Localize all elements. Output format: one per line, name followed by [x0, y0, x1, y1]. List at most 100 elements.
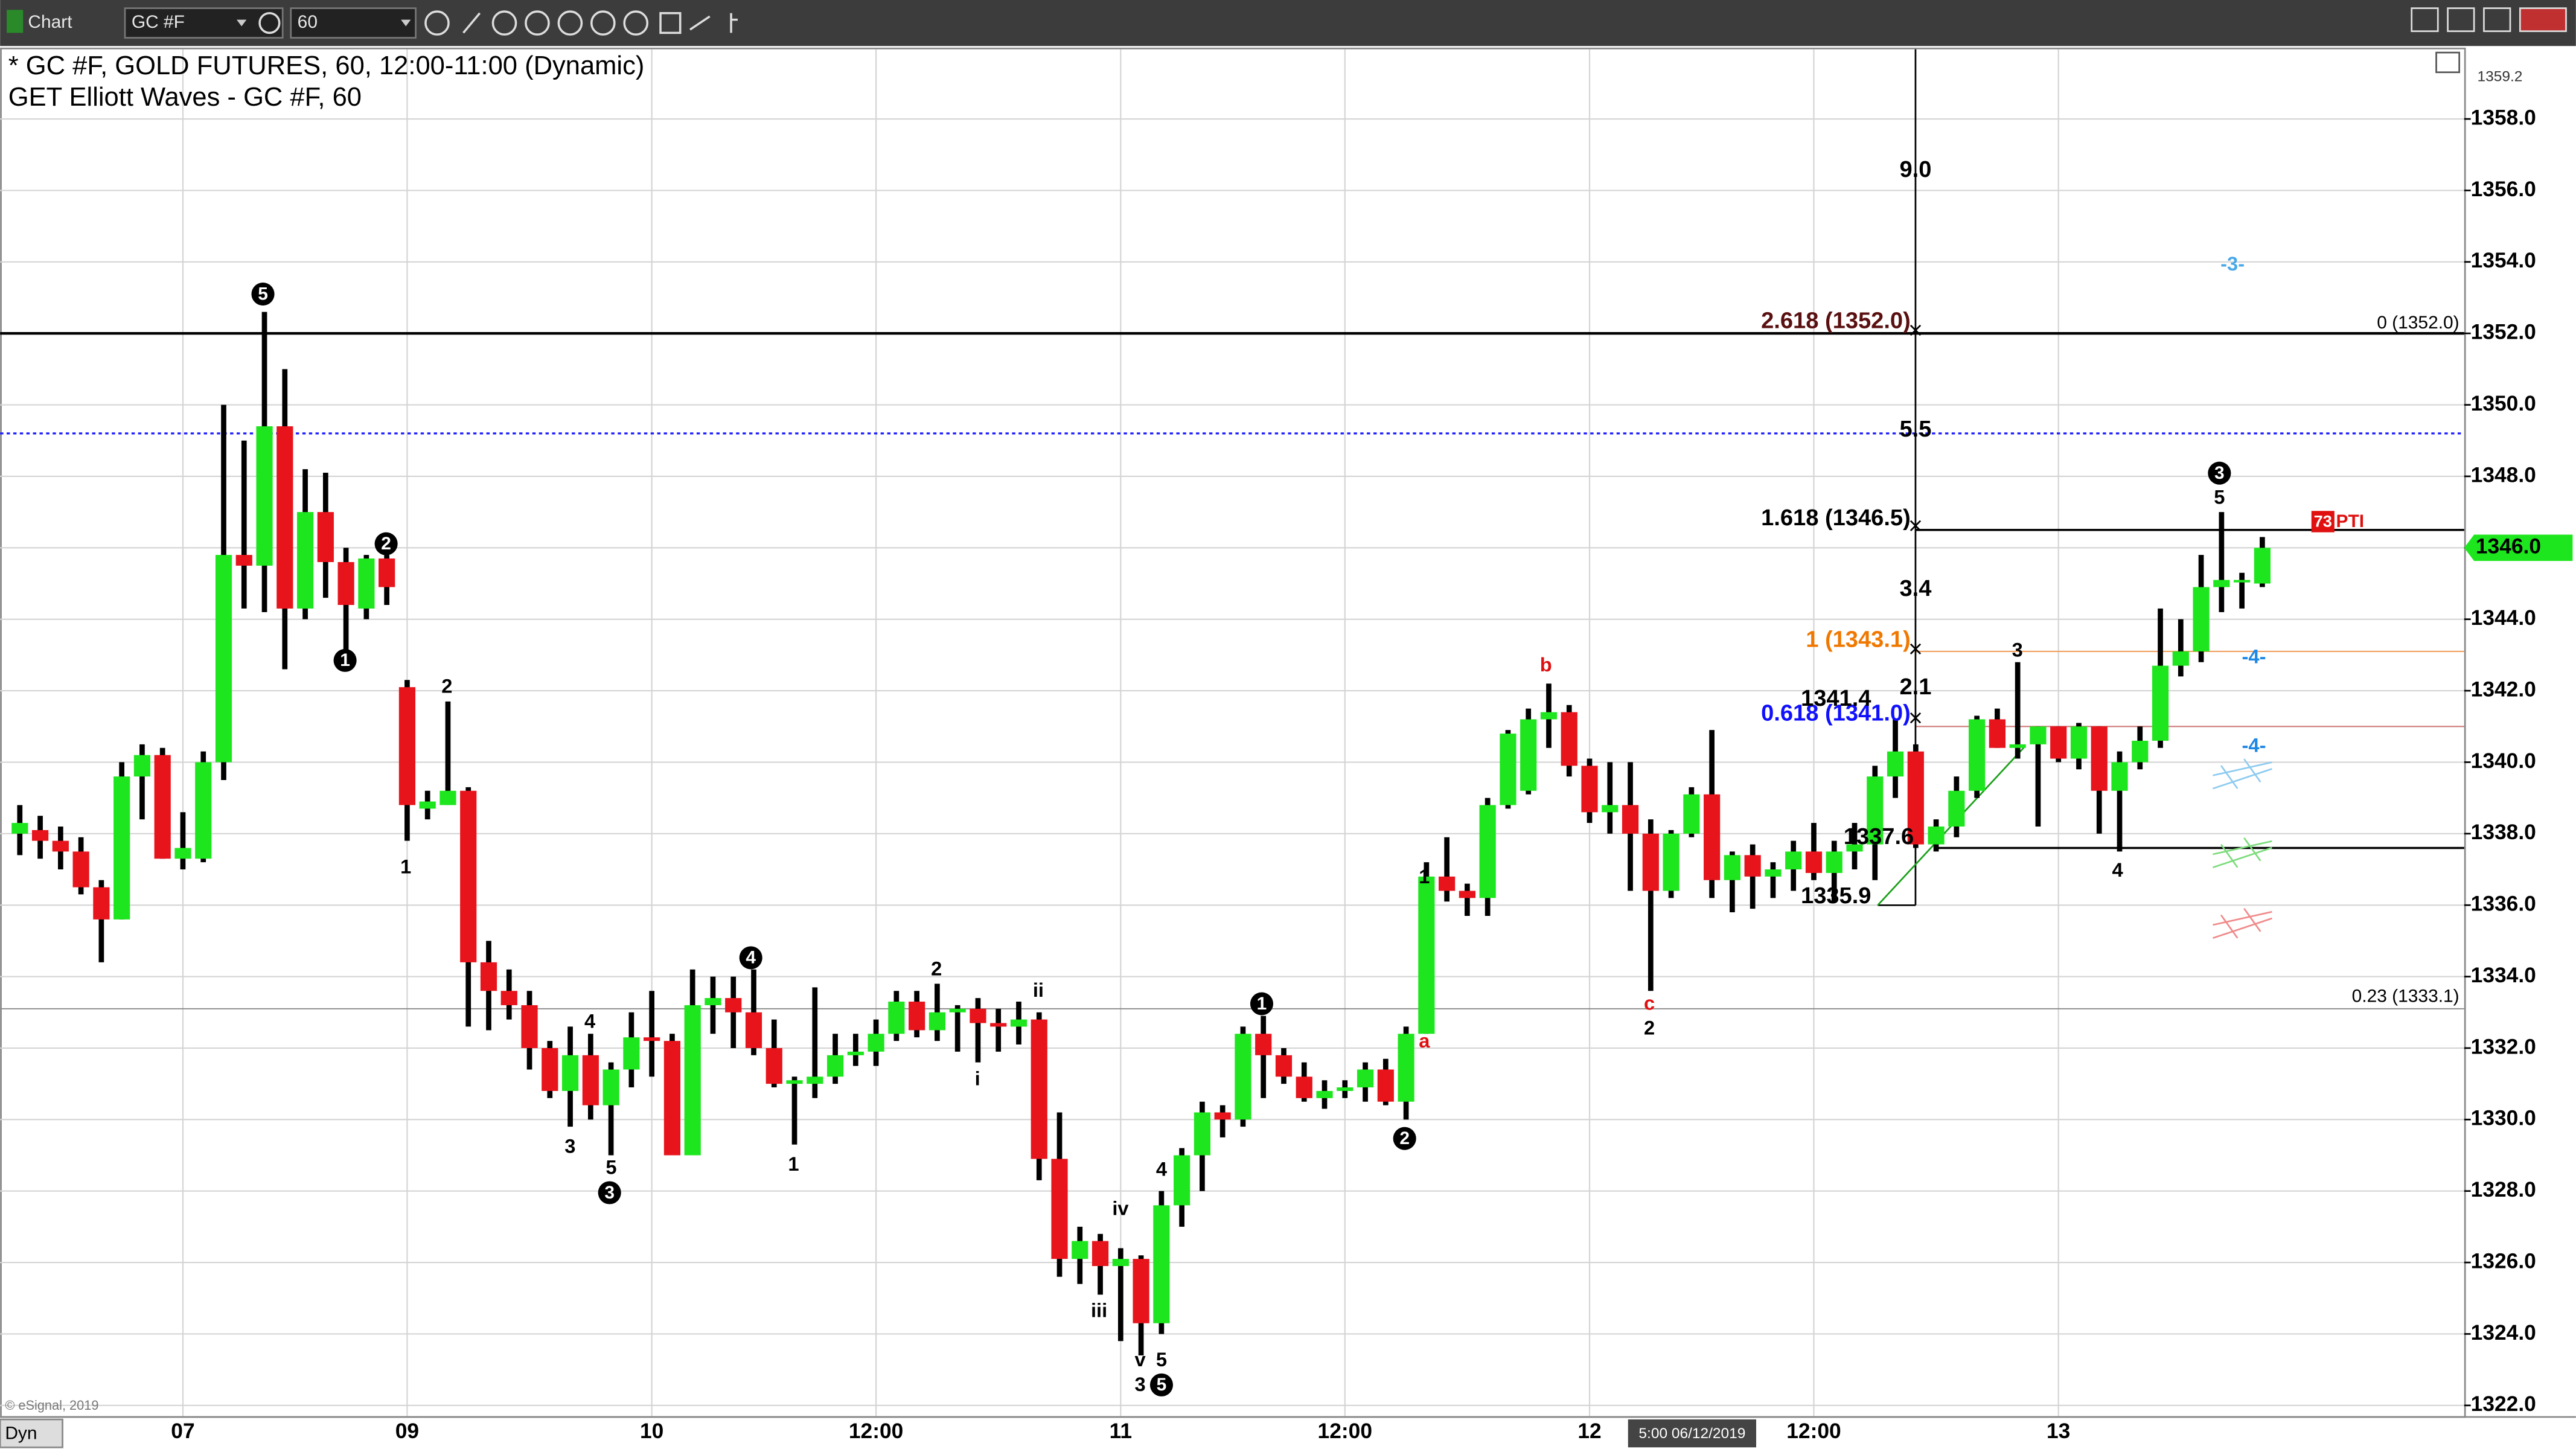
- candle-body: [786, 1080, 803, 1084]
- wave-label: iv: [1112, 1197, 1129, 1220]
- wave-label: 2: [381, 534, 391, 554]
- candle-body: [439, 790, 456, 805]
- candle-body: [215, 555, 232, 763]
- candle-body: [888, 1001, 905, 1034]
- symbol-box[interactable]: [124, 7, 284, 39]
- candle-body: [1479, 805, 1496, 898]
- wave-label: 1: [340, 650, 350, 670]
- x-tick-label: 12:00: [1786, 1419, 1841, 1443]
- candle-body: [1316, 1090, 1333, 1098]
- candle-body: [379, 558, 395, 587]
- candle-body: [868, 1034, 884, 1052]
- wave-label: 4: [746, 948, 756, 968]
- wave-label: ii: [1033, 979, 1044, 1001]
- candle-body: [521, 1005, 538, 1048]
- candle-body: [2030, 726, 2047, 744]
- fib-label: 9.0: [1899, 157, 1931, 182]
- candle-body: [1663, 833, 1680, 891]
- y-tick-label: 1330.0: [2471, 1107, 2536, 1130]
- candle-body: [1072, 1241, 1088, 1259]
- copyright: © eSignal, 2019: [5, 1398, 98, 1413]
- fib-label: 1341.4: [1801, 686, 1871, 711]
- wave-circle: [1149, 1373, 1174, 1396]
- candle-body: [419, 801, 436, 809]
- restore-icon[interactable]: [2435, 51, 2460, 74]
- candle-body: [195, 762, 212, 859]
- symbol[interactable]: GC #F: [132, 12, 185, 32]
- window-buttons[interactable]: [2411, 7, 2567, 33]
- candle-body: [1500, 734, 1517, 805]
- x-tick-label: 12: [1577, 1419, 1601, 1443]
- axis-top-value: 1359.2: [2478, 68, 2523, 85]
- y-tick-label: 1344.0: [2471, 606, 2536, 630]
- mode[interactable]: Dyn: [5, 1423, 37, 1443]
- wave-label: 5: [1157, 1375, 1167, 1395]
- candle-body: [93, 887, 110, 920]
- candle-body: [256, 426, 273, 566]
- candle-body: [1805, 851, 1823, 873]
- candle-body: [2050, 726, 2067, 759]
- dropdown[interactable]: [237, 19, 247, 27]
- candle-body: [1622, 805, 1639, 834]
- candle-body: [500, 991, 517, 1005]
- candle-body: [1174, 1155, 1191, 1206]
- candle-body: [1785, 851, 1802, 869]
- interval-box[interactable]: [290, 7, 417, 39]
- wave-circle: [374, 532, 398, 555]
- fib-label: 1337.6: [1844, 824, 1914, 849]
- candle-body: [1846, 844, 1863, 852]
- candle-body: [1357, 1069, 1374, 1088]
- fib-label: 1335.9: [1801, 883, 1871, 909]
- wave-label: 5: [2214, 485, 2225, 508]
- candle-body: [1194, 1112, 1211, 1156]
- candle-body: [1275, 1055, 1293, 1077]
- candle-body: [1398, 1034, 1414, 1102]
- candle-body: [337, 561, 354, 606]
- mode-box[interactable]: [0, 1418, 63, 1448]
- wave-label: iii: [1091, 1299, 1107, 1321]
- candle-body: [52, 840, 69, 852]
- y-tick-label: 1354.0: [2471, 249, 2536, 272]
- candle-body: [1540, 712, 1558, 720]
- candle-body: [725, 998, 742, 1012]
- wave-label: c: [1644, 992, 1655, 1014]
- candle-body: [542, 1048, 558, 1091]
- candle-body: [1091, 1241, 1109, 1266]
- wave-label: b: [1540, 653, 1552, 676]
- candle-body: [663, 1041, 681, 1156]
- candle-body: [1439, 876, 1456, 891]
- fib-cross: [1910, 712, 1922, 724]
- wave-label: 1: [1257, 994, 1267, 1014]
- wave-label: 1: [788, 1153, 799, 1175]
- wave-label: 3: [564, 1134, 575, 1157]
- y-tick-label: 1342.0: [2471, 677, 2536, 701]
- candle-body: [561, 1055, 579, 1091]
- candle-body: [113, 776, 130, 920]
- interval[interactable]: 60: [298, 12, 318, 32]
- wave-label: 2: [1644, 1016, 1655, 1038]
- candle-body: [1867, 776, 1884, 845]
- candle-body: [1255, 1034, 1272, 1055]
- candle-body: [1928, 826, 1945, 845]
- wave-label: -4-: [2242, 645, 2266, 667]
- signal-box: [2311, 511, 2335, 533]
- candle-body: [1969, 719, 1986, 791]
- candle-body: [2152, 665, 2169, 741]
- candle-body: [1948, 790, 1965, 827]
- y-tick-label: 1332.0: [2471, 1035, 2536, 1058]
- wave-label: 3: [2214, 463, 2225, 483]
- candle-body: [745, 1012, 762, 1048]
- toolbar-icons[interactable]: [258, 10, 738, 36]
- candle-body: [684, 1005, 701, 1156]
- candle-body: [2172, 651, 2189, 666]
- candle-body: [1051, 1159, 1068, 1259]
- fib-cross: [1910, 520, 1922, 531]
- wave-label: 1: [400, 856, 411, 878]
- candle-body: [623, 1037, 640, 1070]
- y-tick-label: 1326.0: [2471, 1249, 2536, 1273]
- x-tick-label: 12:00: [1318, 1419, 1372, 1443]
- candle-body: [1520, 719, 1537, 791]
- candle-body: [1031, 1019, 1047, 1159]
- dropdown[interactable]: [401, 19, 411, 27]
- candle-body: [317, 512, 334, 562]
